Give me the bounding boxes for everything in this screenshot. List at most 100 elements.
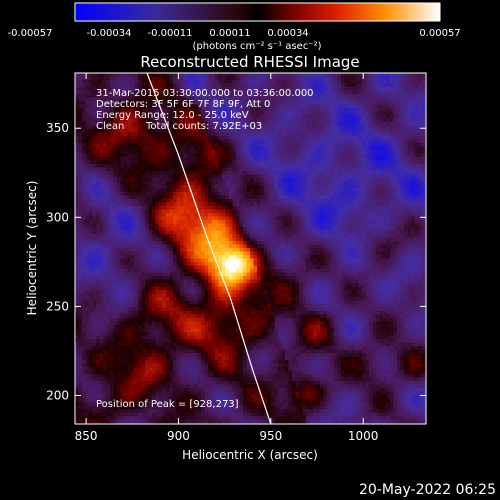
heatmap-cell — [103, 167, 107, 172]
heatmap-cell — [173, 195, 177, 200]
heatmap-cell — [267, 199, 272, 203]
heatmap-cell — [96, 153, 100, 158]
heatmap-cell — [257, 188, 261, 193]
heatmap-cell — [379, 174, 384, 179]
heatmap-cell — [194, 160, 198, 165]
heatmap-cell — [295, 87, 300, 91]
heatmap-cell — [229, 167, 233, 172]
heatmap-cell — [344, 164, 349, 168]
heatmap-cell — [351, 139, 356, 144]
heatmap-cell — [103, 160, 107, 165]
heatmap-cell — [414, 83, 419, 88]
heatmap-cell — [134, 125, 139, 130]
heatmap-cell — [204, 209, 209, 214]
heatmap-cell — [264, 199, 268, 203]
heatmap-cell — [351, 108, 356, 112]
heatmap-cell — [145, 153, 149, 158]
heatmap-cell — [292, 174, 296, 179]
heatmap-cell — [257, 220, 261, 224]
heatmap-cell — [330, 227, 335, 231]
heatmap-cell — [369, 115, 373, 119]
heatmap-cell — [285, 206, 289, 210]
heatmap-cell — [117, 195, 121, 200]
heatmap-cell — [96, 83, 100, 88]
heatmap-cell — [124, 108, 128, 112]
heatmap-cell — [323, 132, 328, 137]
heatmap-cell — [421, 122, 426, 126]
heatmap-cell — [103, 73, 107, 77]
heatmap-cell — [187, 227, 191, 231]
heatmap-cell — [313, 185, 317, 189]
heatmap-cell — [379, 213, 384, 217]
heatmap-cell — [376, 171, 380, 175]
heatmap-cell — [351, 213, 356, 217]
heatmap-cell — [274, 111, 279, 116]
heatmap-cell — [92, 209, 97, 214]
heatmap-cell — [390, 223, 394, 228]
heatmap-cell — [355, 174, 359, 179]
heatmap-cell — [372, 153, 377, 158]
heatmap-cell — [299, 202, 303, 207]
heatmap-cell — [323, 111, 328, 116]
heatmap-cell — [194, 136, 198, 140]
heatmap-cell — [99, 178, 104, 182]
heatmap-cell — [82, 213, 86, 217]
heatmap-cell — [397, 223, 401, 228]
heatmap-cell — [246, 174, 251, 179]
heatmap-cell — [334, 111, 338, 116]
heatmap-cell — [92, 118, 97, 123]
heatmap-cell — [344, 143, 349, 147]
heatmap-cell — [386, 167, 391, 172]
heatmap-cell — [117, 111, 121, 116]
heatmap-cell — [407, 241, 412, 245]
heatmap-cell — [148, 73, 153, 77]
heatmap-cell — [369, 150, 373, 154]
heatmap-cell — [334, 167, 338, 172]
heatmap-cell — [85, 195, 90, 200]
heatmap-cell — [78, 101, 83, 105]
heatmap-cell — [292, 181, 296, 186]
heatmap-cell — [103, 171, 107, 175]
heatmap-cell — [281, 209, 286, 214]
heatmap-cell — [222, 230, 226, 235]
heatmap-cell — [344, 122, 349, 126]
heatmap-cell — [82, 160, 86, 165]
heatmap-cell — [92, 230, 97, 235]
heatmap-cell — [89, 97, 93, 102]
heatmap-cell — [134, 108, 139, 112]
heatmap-cell — [211, 87, 216, 91]
heatmap-cell — [372, 181, 377, 186]
heatmap-cell — [309, 206, 314, 210]
heatmap-cell — [355, 115, 359, 119]
heatmap-cell — [379, 101, 384, 105]
heatmap-cell — [257, 234, 261, 238]
heatmap-cell — [320, 108, 324, 112]
heatmap-cell — [82, 220, 86, 224]
heatmap-cell — [341, 80, 345, 84]
heatmap-cell — [302, 157, 307, 161]
heatmap-cell — [208, 223, 212, 228]
heatmap-cell — [281, 188, 286, 193]
heatmap-cell — [372, 80, 377, 84]
heatmap-cell — [393, 125, 398, 130]
heatmap-cell — [267, 227, 272, 231]
heatmap-cell — [148, 132, 153, 137]
heatmap-cell — [190, 80, 195, 84]
heatmap-cell — [274, 178, 279, 182]
heatmap-cell — [400, 122, 405, 126]
heatmap-cell — [92, 199, 97, 203]
heatmap-cell — [204, 230, 209, 235]
heatmap-cell — [264, 122, 268, 126]
heatmap-cell — [236, 202, 240, 207]
heatmap-cell — [299, 150, 303, 154]
heatmap-cell — [78, 216, 83, 221]
heatmap-cell — [204, 129, 209, 133]
heatmap-cell — [334, 136, 338, 140]
heatmap-cell — [313, 230, 317, 235]
heatmap-cell — [334, 125, 338, 130]
heatmap-cell — [173, 76, 177, 81]
heatmap-cell — [302, 136, 307, 140]
heatmap-cell — [358, 216, 363, 221]
heatmap-cell — [362, 76, 366, 81]
heatmap-cell — [267, 94, 272, 98]
